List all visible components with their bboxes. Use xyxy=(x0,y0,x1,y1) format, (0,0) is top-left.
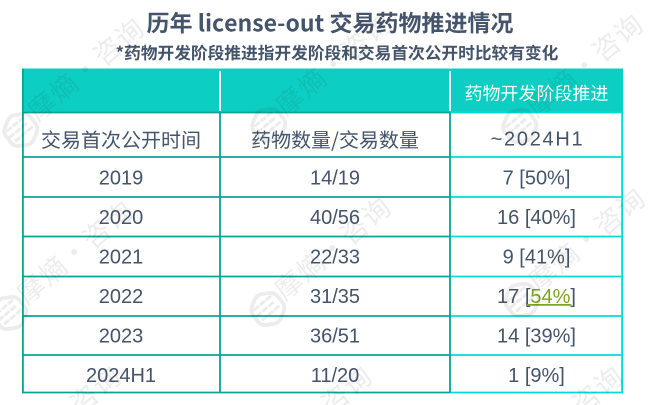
svg-text:11/20: 11/20 xyxy=(311,365,360,387)
svg-text:2023: 2023 xyxy=(99,326,144,348)
svg-text:16 [40%]: 16 [40%] xyxy=(497,207,576,229)
svg-text:2019: 2019 xyxy=(99,168,144,190)
svg-text:2020: 2020 xyxy=(99,207,144,229)
svg-text:2021: 2021 xyxy=(99,247,144,269)
svg-text:22/33: 22/33 xyxy=(310,247,360,269)
svg-text:9 [41%]: 9 [41%] xyxy=(503,247,571,269)
svg-text:17 [54%]: 17 [54%] xyxy=(497,286,576,308)
svg-text:~2024H1: ~2024H1 xyxy=(491,129,585,151)
svg-text:2022: 2022 xyxy=(99,286,144,308)
svg-text:40/56: 40/56 xyxy=(310,207,360,229)
svg-text:1 [9%]: 1 [9%] xyxy=(508,365,565,387)
svg-text:31/35: 31/35 xyxy=(310,286,360,308)
svg-text:36/51: 36/51 xyxy=(310,326,360,348)
svg-text:7 [50%]: 7 [50%] xyxy=(503,168,571,190)
svg-text:14 [39%]: 14 [39%] xyxy=(497,326,576,348)
svg-text:2024H1: 2024H1 xyxy=(86,365,156,387)
svg-text:14/19: 14/19 xyxy=(310,168,360,190)
